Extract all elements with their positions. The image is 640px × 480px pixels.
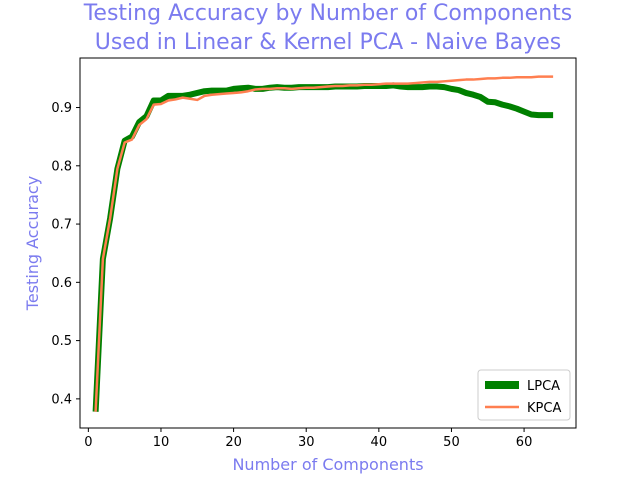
y-axis-label: Testing Accuracy [23, 176, 42, 311]
x-tick-label: 50 [443, 435, 460, 450]
x-tick-label: 60 [516, 435, 533, 450]
x-tick-label: 10 [153, 435, 170, 450]
y-tick-label: 0.7 [51, 218, 72, 233]
y-axis: 0.4 0.5 0.6 0.7 0.8 0.9 [51, 101, 80, 407]
x-tick-label: 0 [84, 435, 92, 450]
y-tick-label: 0.9 [51, 101, 72, 116]
x-axis-label: Number of Components [232, 455, 423, 474]
legend-label-kpca: KPCA [527, 401, 561, 416]
x-axis: 0 10 20 30 40 50 60 [84, 428, 532, 450]
chart-title-line-1: Testing Accuracy by Number of Components [83, 1, 573, 26]
series-line-kpca [94, 75, 554, 412]
y-tick-label: 0.4 [51, 392, 72, 407]
y-tick-label: 0.8 [51, 159, 72, 174]
series-line-lpca [92, 82, 554, 412]
x-tick-label: 30 [298, 435, 315, 450]
x-tick-label: 20 [225, 435, 242, 450]
chart-title-line-2: Used in Linear & Kernel PCA - Naive Baye… [95, 30, 562, 55]
legend-label-lpca: LPCA [527, 379, 560, 394]
y-tick-label: 0.6 [51, 276, 72, 291]
x-tick-label: 40 [371, 435, 388, 450]
plot-area [92, 75, 554, 412]
legend: LPCA KPCA [477, 369, 571, 421]
y-tick-label: 0.5 [51, 334, 72, 349]
axes-frame [79, 57, 577, 429]
